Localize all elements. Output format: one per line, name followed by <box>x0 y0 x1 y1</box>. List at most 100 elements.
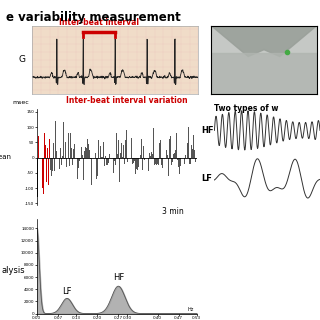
Bar <box>63 123 64 157</box>
Bar <box>127 157 128 162</box>
Bar <box>113 157 114 172</box>
Bar <box>52 157 53 171</box>
Bar <box>44 133 45 157</box>
Bar <box>169 139 170 157</box>
Bar <box>112 137 113 157</box>
Text: alysis: alysis <box>2 266 25 275</box>
Bar <box>155 157 156 164</box>
Bar <box>107 157 108 165</box>
Bar <box>141 139 142 157</box>
Text: LF: LF <box>62 286 72 295</box>
Bar <box>190 157 191 164</box>
Bar <box>73 149 74 157</box>
Bar <box>75 144 76 157</box>
Bar <box>105 156 106 157</box>
Text: Inter-beat interval variation: Inter-beat interval variation <box>66 96 187 105</box>
Bar <box>50 157 51 170</box>
Bar <box>133 157 134 163</box>
Bar <box>184 157 185 164</box>
Bar <box>195 157 196 162</box>
Bar <box>159 143 160 157</box>
Bar <box>158 157 159 165</box>
Bar <box>88 144 89 157</box>
Bar <box>51 157 52 176</box>
Text: Mean: Mean <box>0 154 11 160</box>
Bar <box>58 155 59 157</box>
Bar <box>192 149 193 157</box>
Polygon shape <box>211 26 317 57</box>
Bar <box>106 157 107 165</box>
Text: HF: HF <box>113 273 124 282</box>
Text: Two types of w: Two types of w <box>214 104 279 113</box>
Bar <box>176 133 177 157</box>
Bar <box>164 157 165 164</box>
Bar <box>72 157 73 165</box>
Bar <box>110 157 111 165</box>
Bar <box>54 157 55 171</box>
Bar <box>38 136 39 157</box>
Bar <box>85 147 86 157</box>
Text: Hz: Hz <box>188 307 194 312</box>
Bar <box>42 157 43 188</box>
Bar <box>48 157 49 185</box>
Bar <box>96 157 97 179</box>
Bar <box>82 155 83 157</box>
Bar <box>131 138 132 157</box>
Bar <box>173 154 174 157</box>
Bar <box>153 128 154 157</box>
Bar <box>45 145 46 157</box>
Bar <box>109 154 110 157</box>
Bar <box>189 157 190 164</box>
Text: LF: LF <box>202 174 212 183</box>
Bar <box>147 149 148 157</box>
Bar <box>171 157 172 165</box>
Text: G: G <box>19 55 26 65</box>
Bar <box>181 157 182 158</box>
Bar <box>37 157 38 197</box>
Bar <box>142 157 143 170</box>
Bar <box>46 157 47 182</box>
Bar <box>115 157 116 165</box>
Bar <box>66 157 67 167</box>
Bar <box>143 146 144 157</box>
Bar <box>65 142 66 157</box>
Text: msec: msec <box>13 100 29 105</box>
Bar <box>49 139 50 157</box>
Bar <box>185 155 186 157</box>
Bar <box>180 157 181 166</box>
Bar <box>178 157 179 167</box>
Bar <box>80 157 81 159</box>
Bar <box>104 157 105 166</box>
Bar <box>188 127 189 157</box>
Bar <box>83 157 84 180</box>
Bar <box>108 157 109 163</box>
Bar <box>79 157 80 161</box>
Bar <box>92 150 93 157</box>
Bar <box>140 155 141 157</box>
Bar <box>116 133 117 157</box>
Bar <box>117 154 118 157</box>
Bar <box>55 122 56 157</box>
Text: HF: HF <box>202 126 214 135</box>
Bar <box>100 146 101 157</box>
Bar <box>175 149 176 157</box>
Bar <box>161 157 162 164</box>
Bar <box>177 157 178 160</box>
Bar <box>193 135 194 157</box>
Bar <box>47 148 48 157</box>
Bar <box>139 157 140 158</box>
Bar <box>78 157 79 168</box>
Bar <box>124 157 125 164</box>
Bar <box>120 153 121 157</box>
Bar <box>97 157 98 176</box>
Bar <box>168 157 169 176</box>
Bar <box>67 157 68 158</box>
Bar <box>121 143 122 157</box>
Bar <box>134 157 135 161</box>
Bar <box>84 151 85 157</box>
Bar <box>81 147 82 157</box>
Bar <box>43 157 44 194</box>
Bar <box>174 154 175 157</box>
Bar <box>191 145 192 157</box>
Bar <box>86 148 87 157</box>
